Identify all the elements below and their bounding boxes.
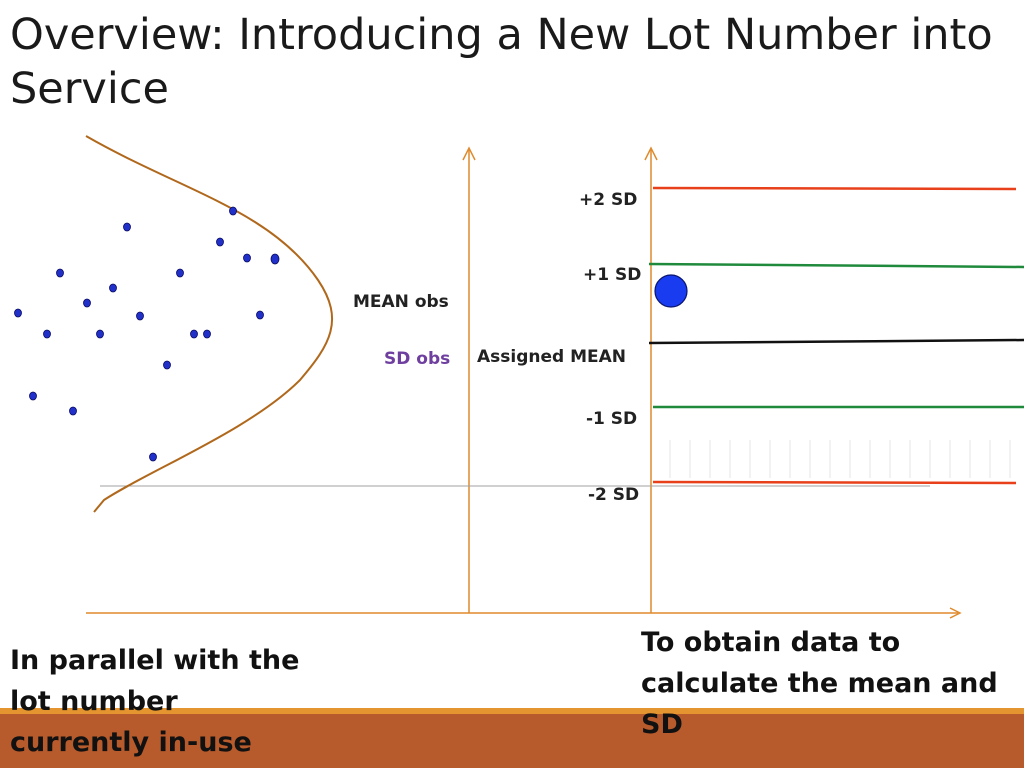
mean-obs-label: MEAN obs [353,292,449,312]
scatter-point [136,311,144,321]
scatter-point [29,391,37,401]
scatter-points [14,206,280,462]
distribution-curve [85,135,333,513]
scatter-point [43,329,51,339]
new-lot-observation-point [654,274,688,308]
slide-title: Overview: Introducing a New Lot Number i… [10,10,993,114]
scatter-point [123,222,131,232]
sd-obs-label: SD obs [384,349,451,369]
scatter-point [56,268,64,278]
control-chart-y-axis-arrowhead [644,146,658,161]
scatter-point [14,308,22,318]
minus-1sd-label: -1 SD [586,409,638,429]
footer-stripe [0,708,1024,714]
scatter-point [163,360,171,370]
scatter-point [243,253,251,263]
assigned-mean-line [648,338,1024,345]
minus-2sd-line [652,480,1017,485]
scatter-point [216,237,224,247]
middle-y-axis-arrowhead [462,146,476,161]
x-axis-arrowhead [949,607,962,619]
minus-2sd-label: -2 SD [588,485,640,505]
scatter-point [190,329,198,339]
scatter-point [176,268,184,278]
scatter-point [203,329,211,339]
plus-2sd-line [652,186,1017,191]
assigned-mean-label: Assigned MEAN [477,347,627,367]
plus-1sd-label: +1 SD [583,265,642,285]
right-caption: To obtain data to calculate the mean and… [641,627,998,740]
plus-1sd-line [648,262,1024,269]
scatter-point [149,452,157,462]
scatter-point [109,283,117,293]
scatter-point [96,329,104,339]
scatter-point [83,298,91,308]
plus-2sd-label: +2 SD [579,190,638,210]
footer-bar [0,710,1024,768]
scatter-point [229,206,237,216]
scatter-point [256,310,264,320]
scatter-point [69,406,77,416]
left-caption: In parallel with the lot number currentl… [10,645,300,758]
hatch-band [669,440,1011,478]
scatter-point [270,253,280,265]
